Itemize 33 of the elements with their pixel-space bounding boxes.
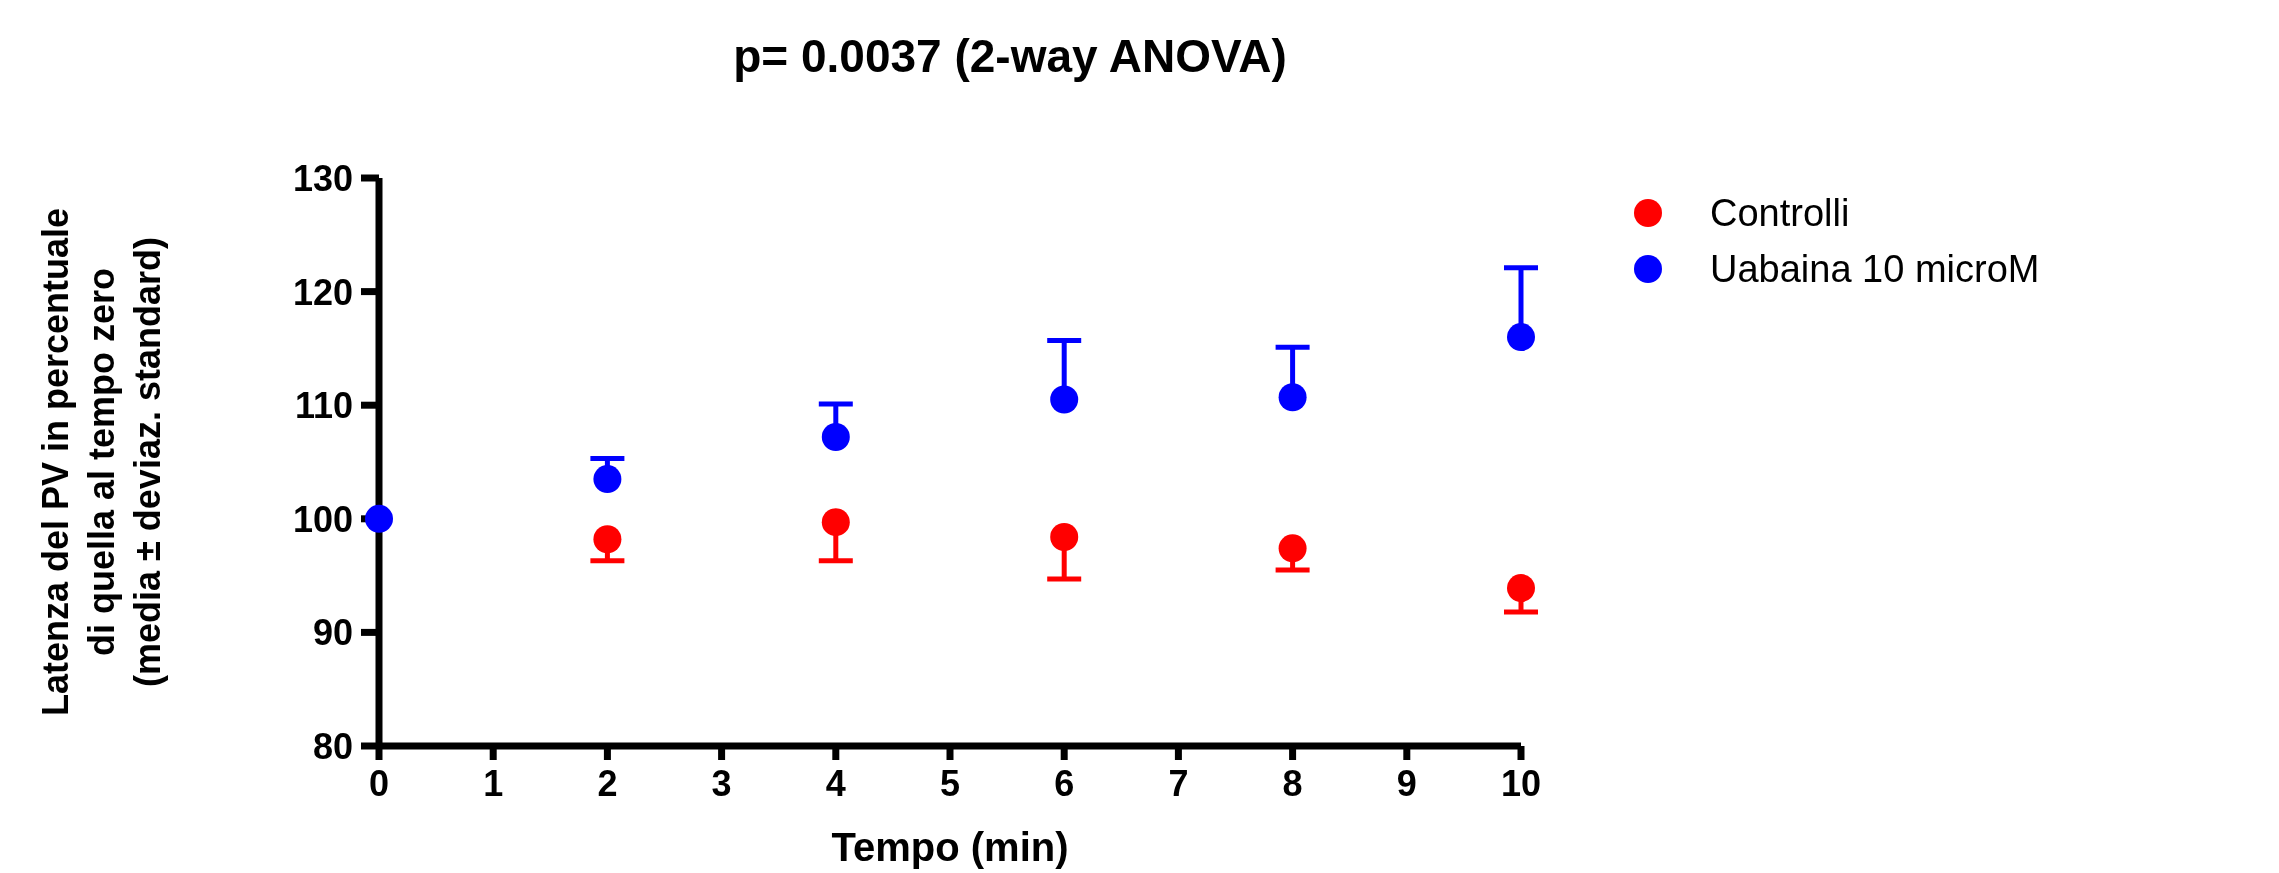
- y-axis-title: Latenza del PV in percentuale di quella al tempo zero (media ± deviaz. standard): [35, 207, 168, 717]
- x-tick-label: 6: [1054, 763, 1075, 804]
- legend-label: Controlli: [1710, 192, 1850, 234]
- x-tick-label: 10: [1500, 763, 1542, 804]
- legend-label: Uabaina 10 microM: [1710, 248, 2040, 290]
- y-tick-label: 120: [292, 271, 353, 313]
- x-tick-label: 8: [1282, 763, 1303, 804]
- x-tick-label: 2: [597, 763, 618, 804]
- y-tick-label: 100: [292, 498, 353, 540]
- x-tick-label: 1: [483, 763, 504, 804]
- y-tick-label: 110: [294, 385, 353, 427]
- point: [1050, 385, 1079, 414]
- point: [1507, 323, 1535, 352]
- x-tick-label: 5: [939, 763, 961, 804]
- x-axis-title: Tempo (min): [831, 825, 1069, 869]
- point: [1278, 383, 1307, 412]
- point: [593, 465, 622, 494]
- x-tick-label: 3: [711, 763, 732, 804]
- y-tick-label: 90: [312, 612, 353, 654]
- y-tick-label: 130: [292, 158, 353, 199]
- chart-title: p= 0.0037 (2-way ANOVA): [733, 30, 1287, 82]
- point: [1507, 574, 1535, 603]
- point: [365, 504, 393, 533]
- point: [821, 508, 850, 537]
- x-tick-label: 0: [368, 763, 390, 804]
- point: [1278, 534, 1307, 563]
- point: [1050, 523, 1079, 551]
- x-tick-label: 7: [1168, 763, 1189, 804]
- point: [821, 423, 850, 451]
- x-tick-label: 9: [1396, 763, 1417, 804]
- point: [593, 525, 622, 554]
- y-tick-label: 80: [312, 726, 353, 767]
- x-tick-label: 4: [825, 763, 846, 804]
